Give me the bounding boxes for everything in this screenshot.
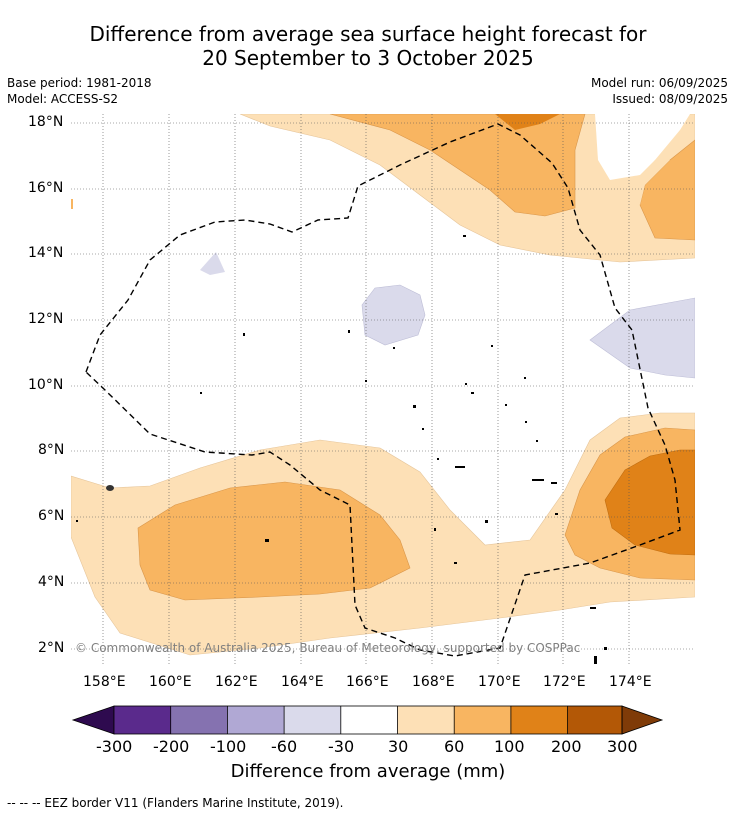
- anomaly-region-southwest-medium: [137, 481, 411, 601]
- issued-date: Issued: 08/09/2025: [612, 92, 728, 106]
- lon-label-164e: 164°E: [281, 674, 324, 690]
- colorbar-tick-m100: -100: [210, 737, 247, 756]
- title-line-1: Difference from average sea surface heig…: [89, 22, 647, 46]
- grid: [71, 114, 695, 665]
- islands: [76, 235, 607, 664]
- colorbar-tick-m30: -30: [328, 737, 355, 756]
- lat-label-14n: 14°N: [28, 245, 64, 261]
- base-period: Base period: 1981-2018: [7, 76, 152, 90]
- lat-label-18n: 18°N: [28, 114, 64, 130]
- colorbar-tick-300: 300: [607, 737, 638, 756]
- anomaly-region-north-light: [239, 114, 695, 263]
- lat-label-10n: 10°N: [28, 377, 64, 393]
- lat-label-4n: 4°N: [38, 574, 65, 590]
- anomaly-shading: [71, 114, 695, 656]
- anomaly-region-north-medium: [329, 114, 586, 217]
- anomaly-region-negative-central: [361, 284, 426, 346]
- colorbar-swatch-6: [397, 706, 455, 734]
- eez-border: [85, 123, 681, 657]
- model-name: Model: ACCESS-S2: [7, 92, 119, 106]
- anomaly-region-north-strong: [495, 114, 560, 130]
- model-run: Model run: 06/09/2025: [590, 76, 728, 90]
- colorbar-tick-60: 60: [444, 737, 465, 756]
- lon-label-174e: 174°E: [609, 674, 652, 690]
- colorbar-tick-m60: -60: [271, 737, 298, 756]
- lat-label-12n: 12°N: [28, 311, 64, 327]
- title-line-2: 20 September to 3 October 2025: [202, 46, 534, 70]
- lat-label-16n: 16°N: [28, 180, 64, 196]
- map-title: Difference from average sea surface heig…: [0, 22, 736, 70]
- anomaly-region-negative-west: [200, 252, 225, 275]
- lat-label-8n: 8°N: [38, 442, 65, 458]
- lon-label-158e: 158°E: [83, 674, 126, 690]
- colorbar-extend-low: [71, 705, 115, 735]
- colorbar-swatch-2: [170, 706, 228, 734]
- colorbar-tick-m300: -300: [96, 737, 133, 756]
- lon-label-162e: 162°E: [215, 674, 258, 690]
- colorbar-tick-30: 30: [388, 737, 409, 756]
- colorbar-title: Difference from average (mm): [230, 761, 506, 782]
- colorbar-tick-m200: -200: [153, 737, 190, 756]
- colorbar-swatch-3: [227, 706, 285, 734]
- lat-label-6n: 6°N: [38, 508, 65, 524]
- eez-legend-note: -- -- -- EEZ border V11 (Flanders Marine…: [7, 796, 344, 810]
- lon-label-170e: 170°E: [478, 674, 521, 690]
- copyright-credit: © Commonwealth of Australia 2025, Bureau…: [75, 641, 581, 655]
- meta-right: Model run: 06/09/2025 Issued: 08/09/2025: [591, 75, 728, 107]
- lon-label-168e: 168°E: [412, 674, 455, 690]
- edge-mark: [71, 199, 73, 209]
- colorbar-tick-100: 100: [494, 737, 525, 756]
- lon-label-166e: 166°E: [346, 674, 389, 690]
- colorbar: [71, 705, 664, 735]
- lat-label-2n: 2°N: [38, 640, 65, 656]
- colorbar-tick-200: 200: [551, 737, 582, 756]
- meta-left: Base period: 1981-2018 Model: ACCESS-S2: [7, 75, 152, 107]
- colorbar-swatch-8: [510, 706, 568, 734]
- colorbar-swatch-5: [340, 706, 398, 734]
- colorbar-swatch-4: [284, 706, 341, 734]
- lon-label-172e: 172°E: [543, 674, 586, 690]
- colorbar-swatch-7: [454, 706, 511, 734]
- colorbar-swatch-1: [114, 706, 171, 734]
- anomaly-region-southeast-strong: [604, 449, 695, 556]
- lon-label-160e: 160°E: [149, 674, 192, 690]
- colorbar-swatch-9: [567, 706, 622, 734]
- colorbar-extend-high: [621, 705, 664, 735]
- anomaly-region-negative-east: [589, 297, 695, 379]
